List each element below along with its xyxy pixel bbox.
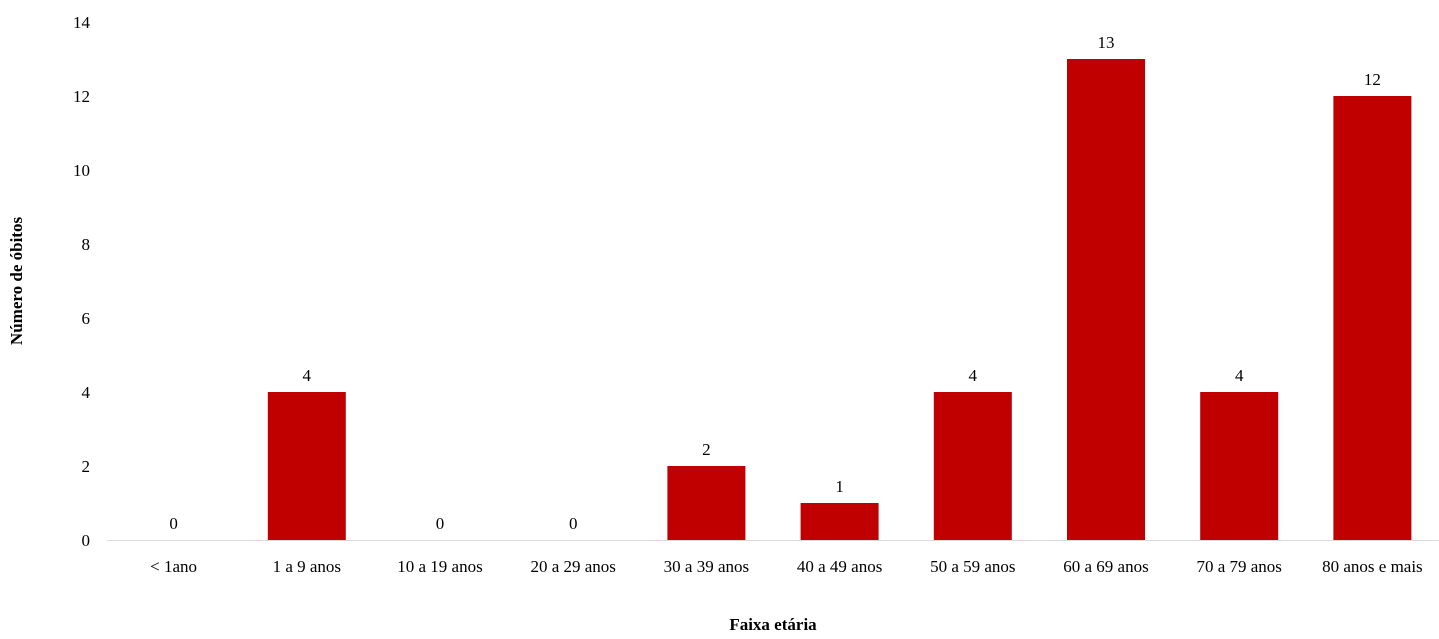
data-label: 4 bbox=[969, 366, 978, 385]
x-tick-label: 20 a 29 anos bbox=[530, 557, 615, 576]
bar bbox=[667, 466, 746, 540]
x-tick-label: 60 a 69 anos bbox=[1063, 557, 1148, 576]
y-tick-label: 6 bbox=[82, 309, 91, 328]
x-tick-label: 10 a 19 anos bbox=[397, 557, 482, 576]
bars-group bbox=[267, 59, 1412, 540]
bar bbox=[1200, 392, 1279, 540]
y-tick-label: 10 bbox=[73, 161, 90, 180]
data-label: 4 bbox=[303, 366, 312, 385]
bar bbox=[933, 392, 1012, 540]
data-label: 4 bbox=[1235, 366, 1244, 385]
y-tick-label: 12 bbox=[73, 87, 90, 106]
x-tick-label: 40 a 49 anos bbox=[797, 557, 882, 576]
x-tick-label: 1 a 9 anos bbox=[273, 557, 341, 576]
bar bbox=[1067, 59, 1145, 540]
data-label: 12 bbox=[1364, 70, 1381, 89]
x-tick-label: 50 a 59 anos bbox=[930, 557, 1015, 576]
bar bbox=[800, 503, 879, 540]
data-labels-group: 0 4 0 0 2 1 4 13 4 12 bbox=[169, 33, 1381, 533]
bar bbox=[267, 392, 346, 540]
y-tick-label: 0 bbox=[82, 531, 91, 550]
x-axis-title: Faixa etária bbox=[729, 615, 817, 634]
y-axis-title: Número de óbitos bbox=[7, 217, 26, 346]
y-tick-label: 14 bbox=[73, 13, 91, 32]
x-tick-label: 70 a 79 anos bbox=[1196, 557, 1281, 576]
y-tick-label: 8 bbox=[82, 235, 91, 254]
data-label: 1 bbox=[835, 477, 844, 496]
data-label: 0 bbox=[169, 514, 178, 533]
y-tick-label: 2 bbox=[82, 457, 91, 476]
x-axis-ticks: < 1ano 1 a 9 anos 10 a 19 anos 20 a 29 anos… bbox=[150, 557, 1423, 576]
y-tick-label: 4 bbox=[82, 383, 91, 402]
x-tick-label: 30 a 39 anos bbox=[664, 557, 749, 576]
data-label: 0 bbox=[569, 514, 578, 533]
y-axis-ticks: 0 2 4 6 8 10 12 14 bbox=[73, 13, 91, 550]
data-label: 0 bbox=[436, 514, 445, 533]
bar bbox=[1333, 96, 1412, 540]
x-tick-label: 80 anos e mais bbox=[1322, 557, 1423, 576]
data-label: 13 bbox=[1098, 33, 1115, 52]
x-tick-label: < 1ano bbox=[150, 557, 197, 576]
data-label: 2 bbox=[702, 440, 711, 459]
